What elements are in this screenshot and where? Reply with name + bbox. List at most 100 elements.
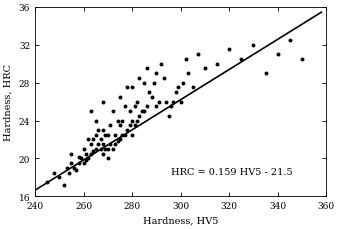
Point [129,119,135,123]
Point [251,44,256,47]
Point [91,149,96,153]
Y-axis label: Hardness, HRC: Hardness, HRC [4,64,13,140]
Point [113,143,118,146]
Point [127,110,133,113]
Point [159,63,164,66]
Point [154,72,159,76]
Point [81,162,86,165]
Point [103,147,108,151]
Point [275,53,280,57]
Point [115,119,120,123]
Point [93,133,98,137]
Point [83,152,89,156]
Point [105,133,111,137]
Point [151,81,157,85]
Point [105,147,111,151]
Point [134,119,140,123]
Point [61,183,67,187]
Point [124,86,130,90]
Point [76,155,81,159]
Point [168,105,174,109]
Point [57,176,62,180]
Point [100,152,106,156]
Point [78,157,84,161]
Point [81,147,86,151]
Text: HRC = 0.159 HV5 - 21.5: HRC = 0.159 HV5 - 21.5 [171,167,293,176]
Point [113,133,118,137]
Point [100,129,106,132]
Point [74,168,79,172]
Point [178,100,183,104]
Point [161,77,166,80]
Point [88,143,94,146]
Point [71,166,77,170]
Point [176,86,181,90]
Point [103,133,108,137]
Point [129,86,135,90]
Point [226,48,232,52]
Point [52,171,57,175]
Point [139,110,144,113]
Point [117,138,123,142]
Point [124,129,130,132]
Point [88,152,94,156]
Point [86,157,91,161]
Point [44,180,50,184]
Point [88,110,94,113]
Point [137,114,142,118]
Point [122,105,127,109]
Point [122,133,127,137]
Point [166,114,171,118]
Point [144,67,149,71]
Point [117,124,123,128]
Point [134,100,140,104]
Point [69,162,74,165]
Point [132,105,137,109]
Point [105,157,111,161]
Point [96,143,101,146]
Point [190,86,196,90]
Point [142,81,147,85]
Point [263,72,268,76]
Point [185,72,191,76]
Point [287,39,293,43]
Point [195,53,200,57]
Point [149,95,154,99]
Point [214,63,220,66]
Point [173,91,179,95]
Point [100,143,106,146]
Point [93,147,98,151]
Point [171,100,176,104]
Point [120,119,125,123]
Point [100,100,106,104]
Point [239,58,244,61]
Point [66,171,72,175]
Point [129,133,135,137]
Point [115,140,120,144]
Point [154,105,159,109]
Point [132,124,137,128]
Point [117,95,123,99]
Point [83,159,89,163]
Point [110,110,116,113]
Point [107,124,113,128]
Point [163,100,169,104]
Point [93,119,98,123]
Point [146,91,152,95]
Point [137,77,142,80]
Point [142,110,147,113]
Point [110,147,116,151]
Point [64,166,69,170]
Point [86,138,91,142]
Point [156,100,162,104]
Point [107,143,113,146]
Point [96,129,101,132]
Point [69,152,74,156]
Point [299,58,305,61]
X-axis label: Hardness, HV5: Hardness, HV5 [143,216,218,225]
Point [76,162,81,165]
Point [180,81,186,85]
Point [98,147,103,151]
Point [120,133,125,137]
Point [127,124,133,128]
